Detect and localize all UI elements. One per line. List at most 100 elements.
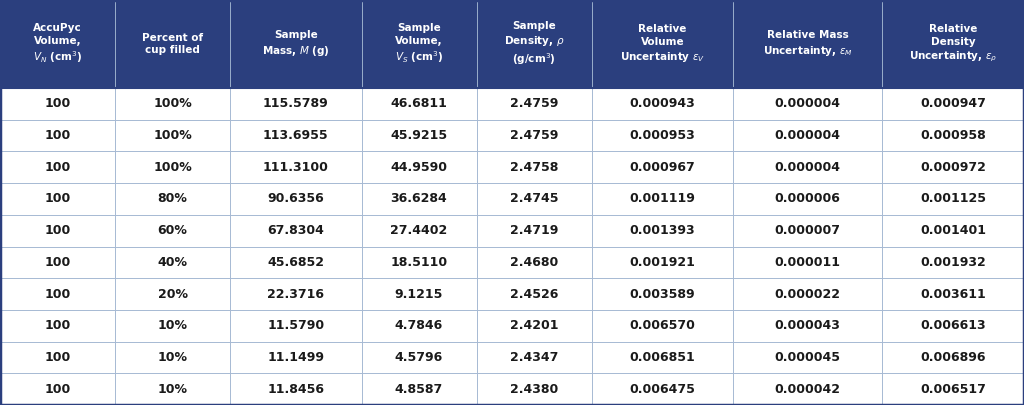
Text: 0.006896: 0.006896 [921, 351, 986, 364]
Bar [0, 151, 115, 183]
Text: 2.4380: 2.4380 [510, 383, 558, 396]
Text: 27.4402: 27.4402 [390, 224, 447, 237]
Text: Sample
Volume,
$V_S$ (cm$^3$): Sample Volume, $V_S$ (cm$^3$) [395, 23, 443, 65]
Bar [115, 341, 230, 373]
Text: 100%: 100% [154, 161, 191, 174]
Bar [361, 247, 476, 278]
Bar [230, 373, 361, 405]
Bar [476, 215, 592, 247]
Bar [0, 341, 115, 373]
Bar [0, 310, 115, 341]
Bar [592, 0, 733, 88]
Text: 100: 100 [44, 129, 71, 142]
Text: 9.1215: 9.1215 [395, 288, 443, 301]
Bar [592, 310, 733, 341]
Bar [733, 373, 883, 405]
Bar [361, 120, 476, 151]
Bar [592, 151, 733, 183]
Bar [115, 310, 230, 341]
Text: 4.8587: 4.8587 [395, 383, 443, 396]
Bar [733, 215, 883, 247]
Text: 0.000953: 0.000953 [630, 129, 695, 142]
Text: 90.6356: 90.6356 [267, 192, 325, 205]
Text: 2.4201: 2.4201 [510, 319, 558, 332]
Bar [115, 247, 230, 278]
Bar [476, 88, 592, 120]
Bar [476, 278, 592, 310]
Bar [115, 215, 230, 247]
Text: 10%: 10% [158, 383, 187, 396]
Bar [361, 341, 476, 373]
Bar [0, 278, 115, 310]
Text: 0.003611: 0.003611 [921, 288, 986, 301]
Text: 0.000006: 0.000006 [775, 192, 841, 205]
Text: 18.5110: 18.5110 [390, 256, 447, 269]
Bar [361, 310, 476, 341]
Text: 0.006851: 0.006851 [630, 351, 695, 364]
Bar [733, 183, 883, 215]
Text: 100: 100 [44, 97, 71, 110]
Bar [883, 183, 1024, 215]
Bar [476, 120, 592, 151]
Text: 0.000045: 0.000045 [775, 351, 841, 364]
Text: 0.006613: 0.006613 [921, 319, 986, 332]
Bar [361, 0, 476, 88]
Text: 46.6811: 46.6811 [390, 97, 447, 110]
Bar [592, 88, 733, 120]
Text: 115.5789: 115.5789 [263, 97, 329, 110]
Bar [883, 310, 1024, 341]
Text: 113.6955: 113.6955 [263, 129, 329, 142]
Bar [0, 120, 115, 151]
Text: 2.4347: 2.4347 [510, 351, 558, 364]
Text: 0.003589: 0.003589 [630, 288, 695, 301]
Bar [115, 0, 230, 88]
Bar [476, 373, 592, 405]
Bar [733, 278, 883, 310]
Text: 100: 100 [44, 256, 71, 269]
Text: 11.1499: 11.1499 [267, 351, 325, 364]
Text: 36.6284: 36.6284 [391, 192, 447, 205]
Text: 10%: 10% [158, 351, 187, 364]
Bar [883, 88, 1024, 120]
Bar [592, 215, 733, 247]
Text: 44.9590: 44.9590 [390, 161, 447, 174]
Bar [361, 278, 476, 310]
Text: 4.7846: 4.7846 [395, 319, 443, 332]
Text: 100: 100 [44, 161, 71, 174]
Text: 80%: 80% [158, 192, 187, 205]
Bar [115, 183, 230, 215]
Bar [733, 88, 883, 120]
Bar [476, 247, 592, 278]
Text: 67.8304: 67.8304 [267, 224, 325, 237]
Text: 11.8456: 11.8456 [267, 383, 325, 396]
Bar [883, 151, 1024, 183]
Text: 11.5790: 11.5790 [267, 319, 325, 332]
Bar [592, 183, 733, 215]
Text: 0.000004: 0.000004 [775, 161, 841, 174]
Bar [883, 373, 1024, 405]
Text: 0.001401: 0.001401 [921, 224, 986, 237]
Text: 0.000947: 0.000947 [921, 97, 986, 110]
Text: 111.3100: 111.3100 [263, 161, 329, 174]
Text: 100%: 100% [154, 129, 191, 142]
Bar [0, 88, 115, 120]
Text: 2.4758: 2.4758 [510, 161, 558, 174]
Text: 2.4759: 2.4759 [510, 97, 558, 110]
Bar [230, 0, 361, 88]
Text: 100: 100 [44, 319, 71, 332]
Bar [0, 215, 115, 247]
Bar [361, 183, 476, 215]
Text: 0.000011: 0.000011 [775, 256, 841, 269]
Bar [883, 0, 1024, 88]
Text: 0.001932: 0.001932 [921, 256, 986, 269]
Bar [230, 310, 361, 341]
Bar [883, 247, 1024, 278]
Bar [361, 373, 476, 405]
Text: 0.000007: 0.000007 [775, 224, 841, 237]
Bar [115, 278, 230, 310]
Text: 0.006475: 0.006475 [630, 383, 695, 396]
Bar [733, 341, 883, 373]
Bar [476, 151, 592, 183]
Bar [733, 0, 883, 88]
Bar [733, 247, 883, 278]
